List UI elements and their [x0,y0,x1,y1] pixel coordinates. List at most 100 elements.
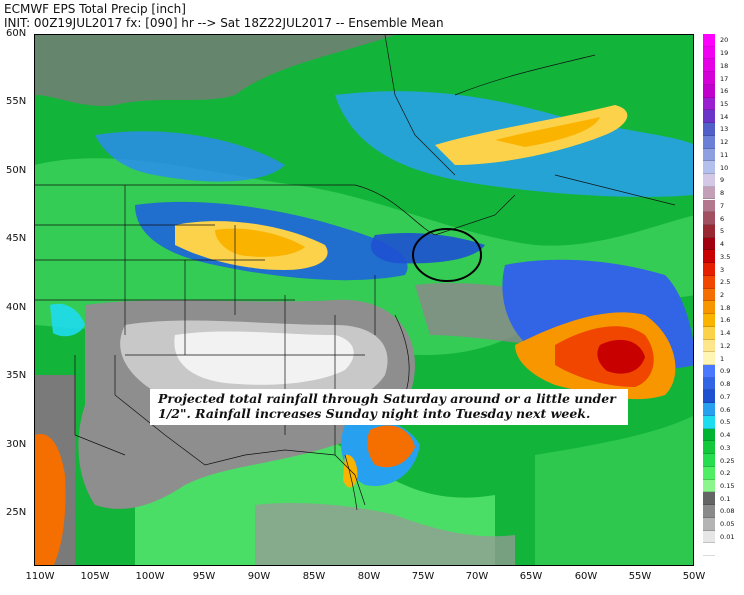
lat-label-35n: 35N [6,370,27,381]
colorbar-label: 14 [720,112,729,121]
annotation-line-1: Projected total rainfall through Saturda… [158,391,616,406]
colorbar-label: 7 [720,201,725,210]
colorbar-label: 2.5 [720,278,731,287]
lat-label-25n: 25N [6,507,27,518]
lon-label-70w: 70W [465,571,489,582]
colorbar-cell [703,263,715,276]
colorbar-cell [703,250,715,264]
colorbar-label: 6 [720,214,725,223]
precip-map-canvas [35,35,693,565]
lat-label-50n: 50N [6,165,27,176]
colorbar-label: 18 [720,61,729,70]
colorbar-label: 8 [720,189,725,198]
colorbar-label: 11 [720,150,729,159]
colorbar-cell [703,212,715,225]
colorbar-label: 0.1 [720,494,731,503]
colorbar-label: 0.08 [720,507,735,516]
colorbar-label: 16 [720,87,729,96]
map-subtitle: INIT: 00Z19JUL2017 fx: [090] hr --> Sat … [4,16,444,30]
colorbar-cell [703,403,715,416]
colorbar-label: 0.15 [720,481,735,490]
colorbar-label: 1.6 [720,316,731,325]
colorbar-label: 13 [720,125,729,134]
colorbar-label: 9 [720,176,725,185]
colorbar-cell [703,365,715,378]
colorbar-cell [703,517,715,531]
colorbar-label: 0.25 [720,456,735,465]
colorbar-cell [703,505,715,518]
colorbar-cell [703,72,715,85]
colorbar-cell [703,224,715,238]
colorbar-cell [703,339,715,353]
colorbar-cell [703,97,715,111]
colorbar-label: 0.6 [720,405,731,414]
colorbar-label: 0.01 [720,532,735,541]
colorbar-cell [703,428,715,442]
lon-label-85w: 85W [302,571,326,582]
colorbar-label: 0.3 [720,443,731,452]
lon-label-75w: 75W [411,571,435,582]
circle-outline [412,228,482,282]
lon-label-65w: 65W [519,571,543,582]
colorbar-label: 2 [720,291,725,299]
colorbar-label: 0.5 [720,418,731,427]
colorbar-label: 0.2 [720,469,731,478]
colorbar-cell [703,314,715,327]
colorbar-cell [703,390,715,404]
lon-label-90w: 90W [247,571,271,582]
colorbar-label: 1.8 [720,303,731,312]
colorbar-label: 0.8 [720,380,731,389]
colorbar-cell [703,84,715,98]
colorbar-cell [703,352,715,365]
colorbar-label: 12 [720,138,729,147]
lon-label-100w: 100W [135,571,165,582]
colorbar-label: 0.4 [720,431,731,440]
colorbar-cell [703,46,715,60]
colorbar-label: 1 [720,354,725,363]
colorbar-cell [703,415,715,429]
colorbar-label: 0.05 [720,520,735,529]
colorbar-cell [703,454,715,467]
lat-label-45n: 45N [6,233,27,244]
colorbar-cell [703,530,715,544]
colorbar-cell [703,543,715,556]
colorbar-label: 19 [720,49,729,58]
annotation-line-2: 1/2". Rainfall increases Sunday night in… [158,406,591,421]
colorbar-cell [703,466,715,480]
precip-map [34,34,694,566]
colorbar-label: 3 [720,265,725,274]
colorbar-cell [703,161,715,175]
lat-label-60n: 60N [6,28,27,39]
colorbar-cell [703,110,715,124]
colorbar-cell [703,174,715,187]
colorbar-label: 17 [720,74,729,83]
lon-label-95w: 95W [192,571,216,582]
colorbar-cell [703,441,715,455]
colorbar-cell [703,326,715,340]
lon-label-55w: 55W [628,571,652,582]
colorbar-label: 1.2 [720,341,731,350]
lat-label-55n: 55N [6,96,27,107]
lon-label-110w: 110W [25,571,55,582]
colorbar-cell [703,237,715,251]
precip-colorbar [703,34,715,556]
colorbar-label: 4 [720,240,725,249]
colorbar-label: 5 [720,227,725,236]
colorbar-label: 20 [720,36,729,45]
colorbar-cell [703,34,715,47]
colorbar-cell [703,275,715,289]
colorbar-cell [703,135,715,149]
colorbar-cell [703,377,715,391]
lat-label-30n: 30N [6,439,27,450]
lon-label-105w: 105W [80,571,110,582]
colorbar-cell [703,479,715,493]
lon-label-50w: 50W [682,571,706,582]
colorbar-label: 0.7 [720,392,731,401]
lon-label-80w: 80W [357,571,381,582]
lon-label-60w: 60W [574,571,598,582]
map-title: ECMWF EPS Total Precip [inch] [4,2,186,16]
colorbar-label: 1.4 [720,329,731,338]
colorbar-cell [703,199,715,213]
colorbar-cell [703,59,715,73]
colorbar-label: 10 [720,163,729,172]
